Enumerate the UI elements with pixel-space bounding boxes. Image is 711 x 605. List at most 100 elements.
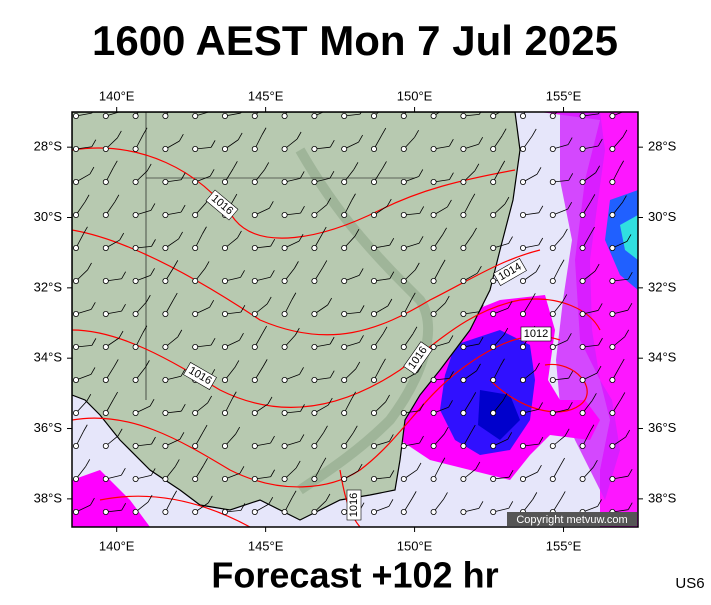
barb-feather xyxy=(113,359,119,367)
barb-feather xyxy=(449,172,454,180)
barb-feather xyxy=(112,160,118,169)
barb-feather xyxy=(414,262,420,271)
station xyxy=(281,211,288,218)
lat-label: 30°S xyxy=(34,209,63,224)
barb-feather xyxy=(627,468,633,477)
station xyxy=(400,211,407,218)
station xyxy=(73,145,80,152)
station xyxy=(132,343,139,350)
station xyxy=(549,145,556,152)
station xyxy=(520,376,527,383)
barb-feather xyxy=(419,206,425,214)
barb-feather xyxy=(478,112,482,115)
barb-feather xyxy=(387,298,393,307)
station xyxy=(400,113,407,120)
barb-feather xyxy=(536,167,542,175)
barb-feather xyxy=(568,370,574,379)
barb-feather xyxy=(535,362,540,371)
barb-feather xyxy=(353,162,359,170)
station xyxy=(221,113,228,120)
station xyxy=(460,277,467,284)
barb-feather xyxy=(359,335,364,343)
barb-feather xyxy=(174,459,180,467)
station xyxy=(251,310,258,317)
station xyxy=(73,409,80,416)
barb-feather xyxy=(619,358,625,367)
barb-feather xyxy=(142,127,148,136)
barb-feather xyxy=(560,491,566,499)
station xyxy=(430,145,437,152)
barb-feather xyxy=(146,163,152,172)
barb-feather xyxy=(237,230,242,239)
barb-feather xyxy=(443,426,449,435)
station xyxy=(281,113,288,120)
barb-feather xyxy=(327,297,332,306)
barb-feather xyxy=(114,194,120,203)
barb-feather xyxy=(291,292,297,300)
station xyxy=(490,310,497,317)
barb-feather xyxy=(508,469,514,478)
barb-feather xyxy=(385,394,390,403)
station xyxy=(73,178,80,185)
station xyxy=(73,508,80,515)
barb-feather xyxy=(447,199,452,208)
barb-feather xyxy=(538,237,544,246)
lon-label: 150°E xyxy=(397,88,433,103)
barb-feather xyxy=(121,104,125,111)
barb-feather xyxy=(386,198,392,207)
barb-feather xyxy=(470,424,476,433)
station xyxy=(400,310,407,317)
frame xyxy=(71,111,639,528)
barb-feather xyxy=(239,466,245,474)
station xyxy=(192,442,199,449)
footer: Forecast +102 hr xyxy=(211,555,498,596)
isobars xyxy=(72,147,601,527)
station xyxy=(221,310,228,317)
barb-feather xyxy=(266,296,272,305)
barb-feather xyxy=(624,329,630,337)
barb-feather xyxy=(121,468,126,476)
station xyxy=(251,376,258,383)
barb-feather xyxy=(419,435,424,444)
station xyxy=(609,113,616,120)
barb-feather xyxy=(416,462,422,471)
barb-feather xyxy=(150,468,156,476)
barb-feather xyxy=(117,428,123,437)
station xyxy=(281,244,288,251)
barb-feather xyxy=(210,337,216,346)
station xyxy=(520,178,527,185)
station xyxy=(490,178,497,185)
station xyxy=(341,508,348,515)
station xyxy=(579,145,586,152)
barb-feather xyxy=(121,271,126,279)
station xyxy=(400,442,407,449)
station xyxy=(132,442,139,449)
station xyxy=(311,442,318,449)
station xyxy=(400,343,407,350)
station xyxy=(609,244,616,251)
station xyxy=(281,508,288,515)
station xyxy=(162,376,169,383)
barb-feather xyxy=(418,169,424,177)
station xyxy=(341,376,348,383)
barb-feather xyxy=(442,227,447,235)
barb-feather xyxy=(381,358,386,367)
station xyxy=(192,409,199,416)
station xyxy=(460,343,467,350)
station xyxy=(490,376,497,383)
barb-feather xyxy=(507,101,511,108)
station xyxy=(609,277,616,284)
station xyxy=(73,277,80,284)
station xyxy=(549,376,556,383)
barb-feather xyxy=(564,428,570,437)
station xyxy=(520,475,527,482)
barb-feather xyxy=(358,268,364,276)
station xyxy=(609,442,616,449)
barb-feather xyxy=(211,104,215,111)
barb-feather xyxy=(351,391,357,400)
station xyxy=(609,145,616,152)
barb-feather xyxy=(151,239,156,247)
station xyxy=(281,376,288,383)
lat-label: 38°S xyxy=(34,490,63,505)
barb-feather xyxy=(359,305,365,313)
